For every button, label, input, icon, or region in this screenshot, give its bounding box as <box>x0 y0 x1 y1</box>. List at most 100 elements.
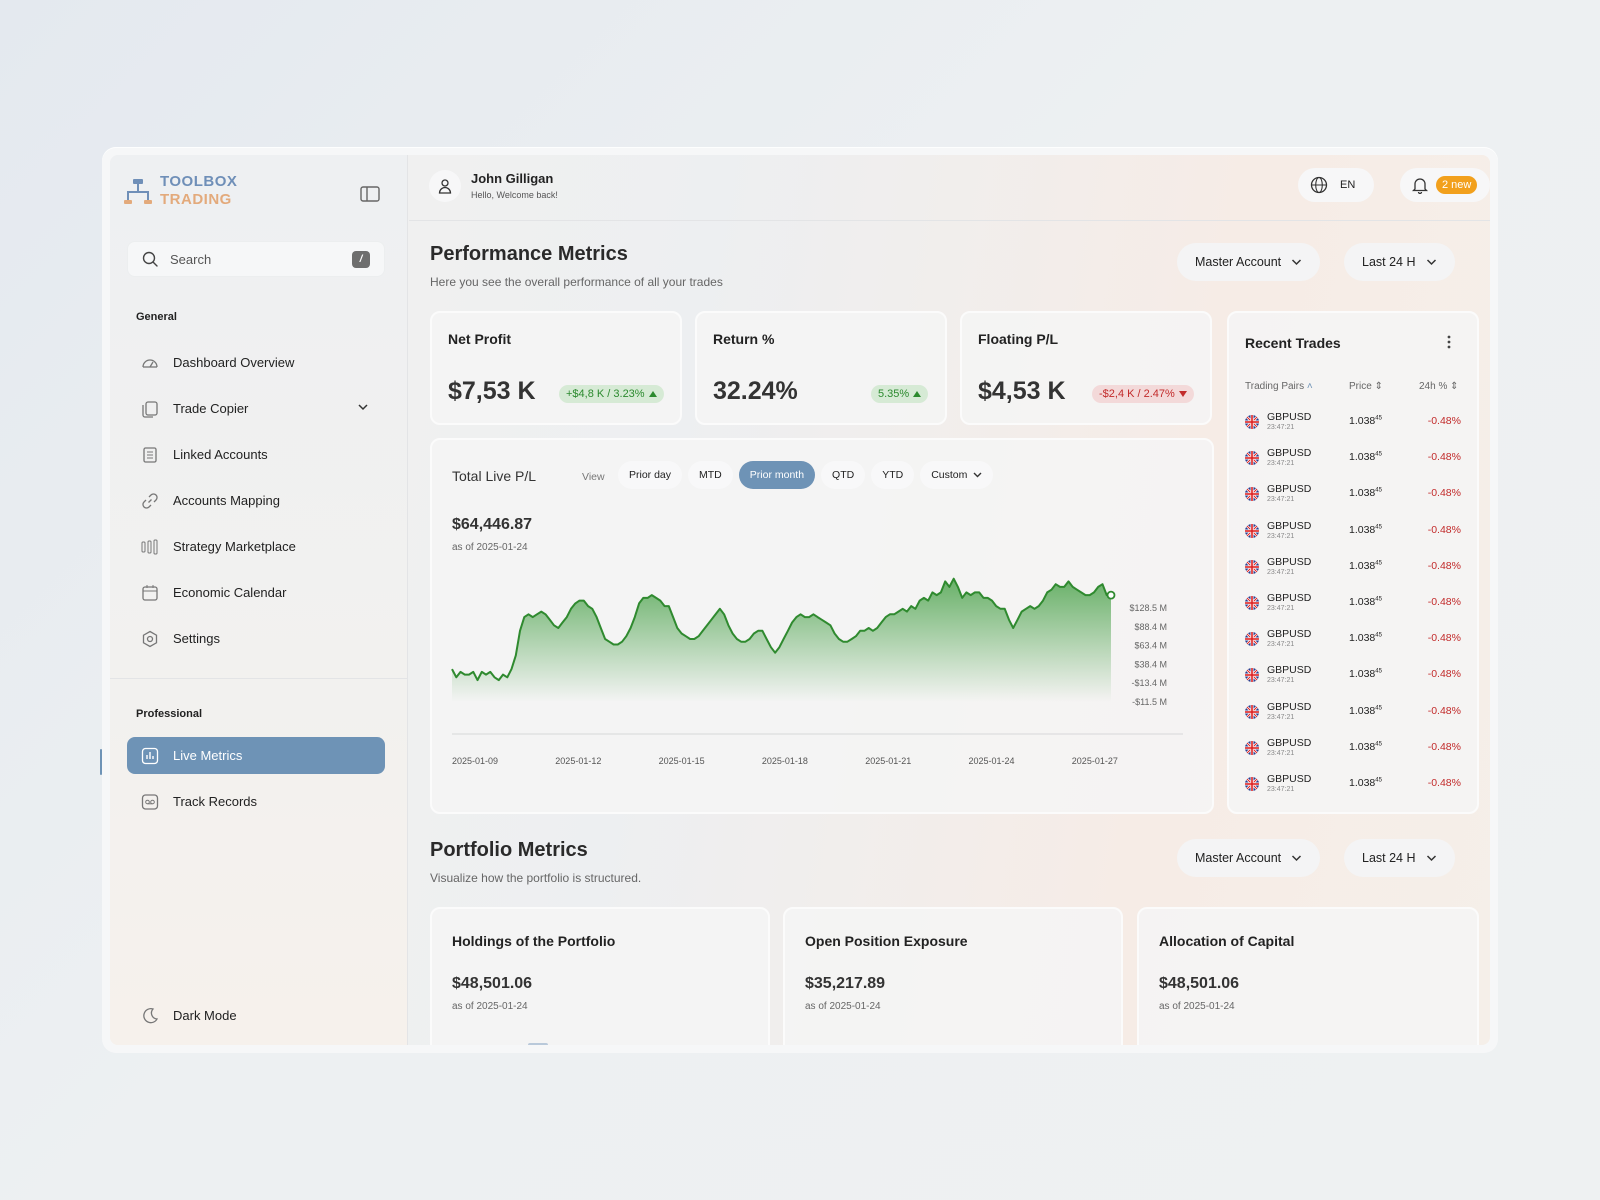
search-placeholder[interactable]: Search <box>170 251 212 267</box>
column-header-change[interactable]: 24h % ⇕ <box>1419 381 1459 392</box>
portfolio-account-select-value: Master Account <box>1195 851 1282 865</box>
sidebar-item-linked-accounts[interactable]: Linked Accounts <box>127 436 385 473</box>
table-row[interactable]: GBPUSD 23:47:21 1.03845 -0.48% <box>1245 590 1461 620</box>
uk-flag-icon <box>1245 487 1259 502</box>
trade-price: 1.03845 <box>1349 705 1382 717</box>
trade-price-main: 1.038 <box>1349 451 1376 464</box>
sidebar-item-accounts-mapping[interactable]: Accounts Mapping <box>127 482 385 519</box>
sidebar-item-trade-copier[interactable]: Trade Copier <box>127 390 385 427</box>
trade-change: -0.48% <box>1427 596 1461 608</box>
portfolio-card-title: Allocation of Capital <box>1159 933 1295 949</box>
trade-change: -0.48% <box>1427 451 1461 464</box>
trade-price-main: 1.038 <box>1349 704 1376 717</box>
chevron-down-icon <box>1291 854 1302 862</box>
tab-prior-day[interactable]: Prior day <box>618 461 683 489</box>
sidebar-item-label: Track Records <box>173 794 258 809</box>
dark-mode-toggle[interactable]: Dark Mode <box>127 997 385 1034</box>
table-row[interactable]: GBPUSD 23:47:21 1.03845 -0.48% <box>1245 735 1461 765</box>
trade-price-main: 1.038 <box>1349 777 1376 789</box>
sidebar-item-label: Economic Calendar <box>173 585 287 600</box>
globe-icon <box>1310 176 1328 194</box>
portfolio-card-value: $48,501.06 <box>1159 975 1240 992</box>
trade-price-sup: 45 <box>1375 524 1382 531</box>
language-code: EN <box>1340 179 1356 191</box>
chevron-down-icon <box>973 472 982 478</box>
kpi-change: 5.35% <box>878 388 910 400</box>
trade-price-main: 1.038 <box>1349 415 1376 427</box>
portfolio-card-value: $35,217.89 <box>805 975 886 992</box>
trade-change: -0.48% <box>1427 668 1461 681</box>
series-line <box>451 577 1111 682</box>
column-header-price[interactable]: Price ⇕ <box>1349 381 1383 392</box>
sidebar-item-live-metrics[interactable]: Live Metrics <box>127 737 385 774</box>
trade-change: -0.48% <box>1427 487 1461 500</box>
trade-time: 23:47:21 <box>1267 677 1295 685</box>
table-row[interactable]: GBPUSD 23:47:21 1.03845 -0.48% <box>1245 771 1461 801</box>
notifications-button[interactable]: 2 new <box>1400 168 1490 202</box>
kpi-change: -$2,4 K / 2.47% <box>1099 388 1175 400</box>
sidebar-item-label: Live Metrics <box>173 748 243 763</box>
tab-ytd[interactable]: YTD <box>871 461 915 489</box>
trade-price-sup: 45 <box>1375 705 1382 712</box>
trade-pair: GBPUSD <box>1267 773 1312 785</box>
trade-price: 1.03845 <box>1349 596 1382 608</box>
trade-time: 23:47:21 <box>1267 713 1295 721</box>
sort-asc-icon: ˄ <box>1306 381 1313 392</box>
sidebar-item-settings[interactable]: Settings <box>127 620 385 657</box>
language-selector[interactable]: EN <box>1298 168 1374 202</box>
portfolio-account-select[interactable]: Master Account <box>1177 839 1321 877</box>
more-vertical-icon[interactable] <box>1447 335 1451 349</box>
top-bar: John Gilligan Hello, Welcome back! EN 2 … <box>409 155 1490 221</box>
chevron-down-icon[interactable] <box>357 402 369 412</box>
kpi-title: Return % <box>713 331 775 347</box>
search-box[interactable]: Search / <box>127 241 385 277</box>
sidebar-item-track-records[interactable]: Track Records <box>127 783 385 820</box>
trade-price: 1.03845 <box>1349 487 1382 499</box>
range-select[interactable]: Last 24 H <box>1344 243 1455 281</box>
view-label: View <box>582 471 605 483</box>
trade-price-main: 1.038 <box>1349 523 1376 536</box>
tab-mtd[interactable]: MTD <box>688 461 733 489</box>
sidebar-item-economic-calendar[interactable]: Economic Calendar <box>127 574 385 611</box>
brand-logo[interactable]: TOOLBOX TRADING <box>124 173 237 209</box>
trade-change: -0.48% <box>1427 632 1461 645</box>
table-row[interactable]: GBPUSD 23:47:21 1.03845 -0.48% <box>1245 445 1461 475</box>
uk-flag-icon <box>1245 523 1259 538</box>
recent-trades-title: Recent Trades <box>1245 335 1341 351</box>
table-row[interactable]: GBPUSD 23:47:21 1.03845 -0.48% <box>1245 481 1461 511</box>
table-row[interactable]: GBPUSD 23:47:21 1.03845 -0.48% <box>1245 699 1461 729</box>
trade-price-main: 1.038 <box>1349 632 1376 645</box>
sidebar-item-dashboard-overview[interactable]: Dashboard Overview <box>127 344 385 381</box>
table-row[interactable]: GBPUSD 23:47:21 1.03845 -0.48% <box>1245 662 1461 692</box>
sort-icon: ⇕ <box>1374 381 1383 392</box>
recent-trades-card: Recent Trades Trading Pairs ˄ Price ⇕ 24… <box>1227 311 1479 814</box>
notification-badge: 2 new <box>1436 176 1478 194</box>
tab-qtd[interactable]: QTD <box>821 461 866 489</box>
kpi-change-badge: -$2,4 K / 2.47% <box>1092 385 1194 403</box>
live-pl-value: $64,446.87 <box>452 516 533 533</box>
column-header-pairs[interactable]: Trading Pairs ˄ <box>1245 381 1313 392</box>
tab-custom[interactable]: Custom <box>920 461 994 489</box>
column-header-label: Trading Pairs <box>1245 381 1305 392</box>
table-row[interactable]: GBPUSD 23:47:21 1.03845 -0.48% <box>1245 518 1461 548</box>
kpi-card-net-profit: Net Profit $7,53 K +$4,8 K / 3.23% <box>430 311 682 425</box>
live-pl-as-of: as of 2025-01-24 <box>452 542 528 553</box>
kpi-title: Floating P/L <box>978 331 1059 347</box>
trade-pair: GBPUSD <box>1267 736 1312 749</box>
sidebar-toggle-icon[interactable] <box>360 186 380 202</box>
sidebar-item-strategy-marketplace[interactable]: Strategy Marketplace <box>127 528 385 565</box>
sidebar-item-label: Settings <box>173 631 220 646</box>
portfolio-range-select[interactable]: Last 24 H <box>1344 839 1455 877</box>
table-row[interactable]: GBPUSD 23:47:21 1.03845 -0.48% <box>1245 554 1461 584</box>
sidebar: TOOLBOX TRADING Search / General Dashboa… <box>110 155 408 1045</box>
table-row[interactable]: GBPUSD 23:47:21 1.03845 -0.48% <box>1245 409 1461 439</box>
trade-pair: GBPUSD <box>1267 555 1312 568</box>
avatar[interactable] <box>429 170 461 202</box>
trade-price-sup: 45 <box>1375 632 1382 639</box>
account-select[interactable]: Master Account <box>1177 243 1321 281</box>
last-point-marker[interactable] <box>1106 590 1116 600</box>
portfolio-card-as-of: as of 2025-01-24 <box>805 1001 881 1012</box>
tab-prior-month[interactable]: Prior month <box>738 461 816 489</box>
kpi-value: $7,53 K <box>448 377 536 405</box>
table-row[interactable]: GBPUSD 23:47:21 1.03845 -0.48% <box>1245 626 1461 656</box>
